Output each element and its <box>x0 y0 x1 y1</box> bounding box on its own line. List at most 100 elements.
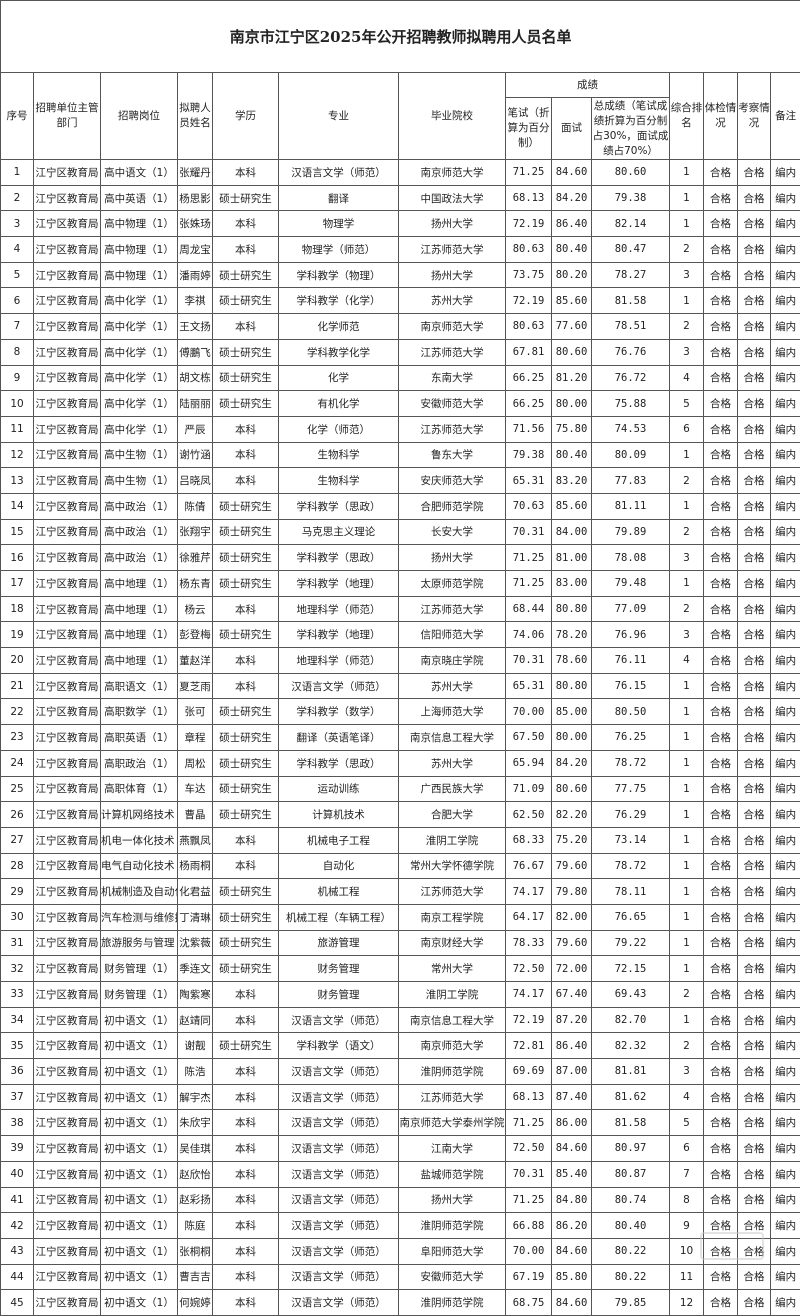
cell-index: 22 <box>0 698 34 726</box>
cell-written: 70.00 <box>505 1237 552 1265</box>
table-row: 43 江宁区教育局 初中语文（1） 张桐桐 本科 汉语言文学（师范） 阜阳师范大学 70.00… <box>0 1237 800 1265</box>
cell-index: 3 <box>0 210 34 238</box>
cell-written: 65.31 <box>505 672 552 700</box>
cell-position: 高中政治（1） <box>100 518 178 546</box>
cell-inspection: 合格 <box>737 981 771 1008</box>
cell-index: 38 <box>0 1109 34 1137</box>
cell-interview: 85.00 <box>551 698 592 726</box>
cell-interview: 80.80 <box>551 672 592 700</box>
cell-interview: 80.40 <box>551 236 592 263</box>
cell-department: 江宁区教育局 <box>33 441 101 469</box>
cell-department: 江宁区教育局 <box>33 184 101 212</box>
cell-position: 初中语文（1） <box>100 1237 178 1265</box>
cell-total: 78.08 <box>591 544 670 571</box>
cell-remark: 编内 <box>769 621 800 649</box>
cell-major: 物理学 <box>278 210 399 238</box>
cell-index: 19 <box>0 621 34 649</box>
cell-physical: 合格 <box>703 621 738 649</box>
cell-interview: 80.20 <box>551 261 592 289</box>
cell-written: 70.31 <box>505 1160 552 1188</box>
cell-department: 江宁区教育局 <box>33 826 101 854</box>
cell-remark: 编内 <box>769 724 800 751</box>
cell-major: 自动化 <box>278 852 399 880</box>
cell-physical: 合格 <box>703 184 738 212</box>
cell-major: 学科教学（地理） <box>278 570 399 597</box>
cell-written: 72.19 <box>505 1006 552 1034</box>
cell-physical: 合格 <box>703 390 738 417</box>
cell-name: 李祺 <box>177 287 213 315</box>
cell-physical: 合格 <box>703 261 738 289</box>
cell-department: 江宁区教育局 <box>33 775 101 803</box>
header-name: 拟聘人员姓名 <box>177 72 213 160</box>
cell-department: 江宁区教育局 <box>33 621 101 649</box>
cell-name: 赵靖同 <box>177 1006 213 1034</box>
cell-written: 67.81 <box>505 338 552 366</box>
cell-department: 江宁区教育局 <box>33 724 101 751</box>
cell-remark: 编内 <box>769 749 800 777</box>
cell-total: 76.72 <box>591 364 670 392</box>
cell-school: 东南大学 <box>398 364 506 392</box>
cell-interview: 84.20 <box>551 749 592 777</box>
cell-index: 41 <box>0 1186 34 1214</box>
header-index: 序号 <box>0 72 34 160</box>
cell-remark: 编内 <box>769 1160 800 1188</box>
header-position: 招聘岗位 <box>100 72 178 160</box>
cell-index: 28 <box>0 852 34 880</box>
cell-department: 江宁区教育局 <box>33 1135 101 1162</box>
cell-interview: 83.20 <box>551 467 592 494</box>
cell-rank: 1 <box>669 749 704 777</box>
cell-major: 化学 <box>278 364 399 392</box>
cell-written: 71.25 <box>505 1186 552 1214</box>
cell-inspection: 合格 <box>737 1083 771 1111</box>
cell-department: 江宁区教育局 <box>33 261 101 289</box>
cell-name: 曹吉吉 <box>177 1263 213 1291</box>
cell-index: 45 <box>0 1289 34 1316</box>
cell-school: 盐城师范学院 <box>398 1160 506 1188</box>
cell-inspection: 合格 <box>737 1135 771 1162</box>
table-row: 15 江宁区教育局 高中政治（1） 张翔宇 硕士研究生 马克思主义理论 长安大学 70.31 8… <box>0 518 800 546</box>
cell-major: 汉语言文学（师范） <box>278 1186 399 1214</box>
cell-position: 初中语文（1） <box>100 1212 178 1239</box>
cell-total: 80.60 <box>591 159 670 186</box>
cell-major: 生物科学 <box>278 441 399 469</box>
cell-index: 2 <box>0 184 34 212</box>
cell-rank: 9 <box>669 1212 704 1239</box>
table-row: 27江宁区教育局机电一体化技术（1）燕飘凤本科机械电子工程淮阴工学院68.337… <box>0 826 800 854</box>
table-row: 21 江宁区教育局 高职语文（1） 夏芝雨 本科 汉语言文学（师范） 苏州大学 65.31 80… <box>0 672 800 700</box>
cell-rank: 3 <box>669 338 704 366</box>
cell-position: 初中语文（1） <box>100 1083 178 1111</box>
table-row: 29江宁区教育局机械制造及自动化（1）化君益硕士研究生机械工程江苏师范大学74.… <box>0 878 800 905</box>
cell-index: 35 <box>0 1032 34 1060</box>
cell-remark: 编内 <box>769 1083 800 1111</box>
cell-major: 汉语言文学（师范） <box>278 1083 399 1111</box>
cell-major: 财务管理 <box>278 981 399 1008</box>
cell-rank: 1 <box>669 287 704 315</box>
cell-major: 机械电子工程 <box>278 826 399 854</box>
cell-interview: 84.60 <box>551 1237 592 1265</box>
cell-position: 高中化学（1） <box>100 415 178 443</box>
cell-inspection: 合格 <box>737 672 771 700</box>
cell-total: 79.22 <box>591 929 670 957</box>
cell-education: 本科 <box>212 467 279 494</box>
cell-total: 80.22 <box>591 1237 670 1265</box>
cell-school: 广西民族大学 <box>398 775 506 803</box>
cell-total: 73.14 <box>591 826 670 854</box>
cell-education: 本科 <box>212 415 279 443</box>
cell-position: 计算机网络技术（1） <box>100 801 178 828</box>
cell-major: 汉语言文学（师范） <box>278 672 399 700</box>
cell-inspection: 合格 <box>737 1160 771 1188</box>
cell-physical: 合格 <box>703 647 738 674</box>
cell-major: 汉语言文学（师范） <box>278 1058 399 1085</box>
cell-interview: 84.60 <box>551 159 592 186</box>
cell-interview: 82.20 <box>551 801 592 828</box>
table-row: 6 江宁区教育局 高中化学（1） 李祺 硕士研究生 学科教学（化学） 苏州大学 72.19 85… <box>0 287 800 315</box>
cell-written: 72.81 <box>505 1032 552 1060</box>
cell-major: 机械工程 <box>278 878 399 905</box>
cell-total: 78.11 <box>591 878 670 905</box>
table-row: 26江宁区教育局计算机网络技术（1）曹晶硕士研究生计算机技术合肥大学62.508… <box>0 801 800 828</box>
cell-interview: 85.80 <box>551 1263 592 1291</box>
cell-major: 学科教学（地理） <box>278 621 399 649</box>
cell-rank: 1 <box>669 826 704 854</box>
cell-interview: 83.00 <box>551 570 592 597</box>
cell-position: 高中语文（1） <box>100 159 178 186</box>
